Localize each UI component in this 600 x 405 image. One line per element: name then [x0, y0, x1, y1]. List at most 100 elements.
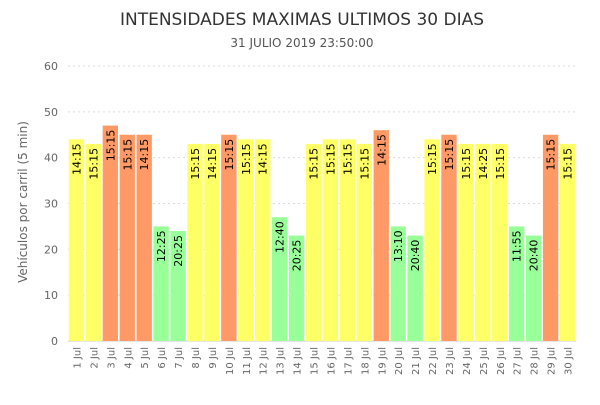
bar-data-label: 15:15 [189, 148, 202, 180]
bar-data-label: 20:25 [291, 240, 304, 272]
chart-subtitle: 31 JULIO 2019 23:50:00 [230, 36, 373, 50]
x-tick-label: 11 Jul [242, 347, 253, 375]
bar-data-label: 20:40 [409, 240, 422, 272]
grid-lines [68, 65, 576, 342]
x-tick-label: 19 Jul [377, 347, 388, 375]
bar-data-label: 14:15 [375, 134, 388, 166]
x-tick-label: 12 Jul [259, 347, 270, 375]
bar [356, 143, 372, 341]
bar [373, 130, 389, 341]
x-tick-label: 2 Jul [89, 347, 100, 369]
bar-data-label: 15:15 [87, 148, 100, 180]
bar-data-label: 15:15 [562, 148, 575, 180]
x-tick-label: 21 Jul [411, 347, 422, 375]
x-tick-label: 22 Jul [428, 347, 439, 375]
x-tick-label: 15 Jul [310, 347, 321, 375]
bar [153, 226, 169, 341]
x-tick-label: 4 Jul [123, 347, 134, 369]
y-tick-label: 0 [51, 335, 58, 348]
bar-data-label: 15:15 [324, 143, 337, 175]
bar [68, 139, 85, 341]
bar [526, 235, 542, 341]
x-tick-label: 8 Jul [191, 347, 202, 369]
y-tick-label: 40 [44, 152, 58, 165]
bar [85, 143, 102, 341]
x-tick-label: 23 Jul [445, 347, 456, 375]
y-tick-label: 20 [44, 243, 58, 256]
x-tick-label: 18 Jul [360, 347, 371, 375]
bar [458, 143, 474, 341]
bar-data-label: 14:15 [70, 143, 83, 175]
x-tick-label: 30 Jul [564, 347, 575, 375]
y-tick-label: 10 [44, 289, 58, 302]
bar [272, 217, 288, 341]
x-tick-label: 3 Jul [106, 347, 117, 369]
x-tick-label: 28 Jul [530, 347, 541, 375]
x-tick-label: 14 Jul [293, 347, 304, 375]
bar-data-label: 14:15 [138, 139, 151, 171]
bar-data-label: 15:15 [240, 143, 253, 175]
bar [170, 231, 186, 341]
bar [305, 143, 322, 341]
bar-data-label: 12:25 [155, 230, 168, 262]
bar [542, 134, 559, 341]
x-tick-label: 7 Jul [174, 347, 185, 369]
bar-data-label: 15:15 [104, 130, 117, 162]
x-tick-label: 25 Jul [479, 347, 490, 375]
bar [424, 139, 440, 341]
bar [390, 226, 406, 341]
bar [441, 134, 457, 341]
y-tick-label: 30 [44, 198, 58, 211]
bar-data-label: 14:25 [477, 148, 490, 180]
bar-data-label: 15:15 [443, 139, 456, 171]
x-tick-label: 5 Jul [140, 347, 151, 369]
bar-data-label: 14:15 [257, 143, 270, 175]
bar-data-label: 15:15 [308, 148, 321, 180]
x-tick-label: 6 Jul [157, 347, 168, 369]
bar [119, 134, 135, 341]
bar [475, 143, 491, 341]
chart-title: INTENSIDADES MAXIMAS ULTIMOS 30 DIAS [120, 10, 484, 30]
bar-data-label: 11:55 [511, 230, 524, 262]
y-axis-label: Vehículos por carril (5 min) [16, 121, 30, 283]
bar-data-label: 15:15 [358, 148, 371, 180]
bar-data-label: 15:15 [460, 148, 473, 180]
y-tick-label: 60 [44, 60, 58, 73]
x-tick-label: 27 Jul [513, 347, 524, 375]
y-axis-ticks: 0 10 20 30 40 50 60 [44, 60, 58, 348]
bar-data-label: 12:40 [274, 221, 287, 253]
bar [559, 143, 576, 341]
bar [221, 134, 237, 341]
bar-data-label: 15:15 [223, 139, 236, 171]
bar-data-label: 20:40 [528, 240, 541, 272]
bar [288, 235, 305, 341]
bar [136, 134, 152, 341]
x-tick-label: 16 Jul [326, 347, 337, 375]
bar [322, 139, 339, 341]
bar-data-label: 15:15 [426, 143, 439, 175]
x-axis-ticks: 1 Jul 2 Jul 3 Jul 4 Jul 5 Jul 6 Jul 7 Jul 8 Jul… [72, 347, 574, 375]
x-tick-label: 1 Jul [72, 347, 83, 369]
bar-data-label: 15:15 [545, 139, 558, 171]
bar-data-label: 15:15 [121, 139, 134, 171]
bar [204, 143, 220, 341]
x-tick-label: 24 Jul [462, 347, 473, 375]
bar [492, 143, 508, 341]
x-tick-label: 26 Jul [496, 347, 507, 375]
bar [187, 143, 203, 341]
y-tick-label: 50 [44, 106, 58, 119]
bar [339, 139, 356, 341]
bar-data-label: 20:25 [172, 235, 185, 267]
bar-data-label: 15:15 [494, 148, 507, 180]
bar-data-label: 14:15 [206, 148, 219, 180]
x-tick-label: 29 Jul [547, 347, 558, 375]
x-tick-label: 10 Jul [225, 347, 236, 375]
x-tick-label: 17 Jul [343, 347, 354, 375]
x-tick-label: 20 Jul [394, 347, 405, 375]
bar [102, 125, 118, 341]
bar [509, 226, 525, 341]
x-tick-label: 13 Jul [276, 347, 287, 375]
bar [238, 139, 254, 341]
bar-data-label: 15:15 [341, 143, 354, 175]
